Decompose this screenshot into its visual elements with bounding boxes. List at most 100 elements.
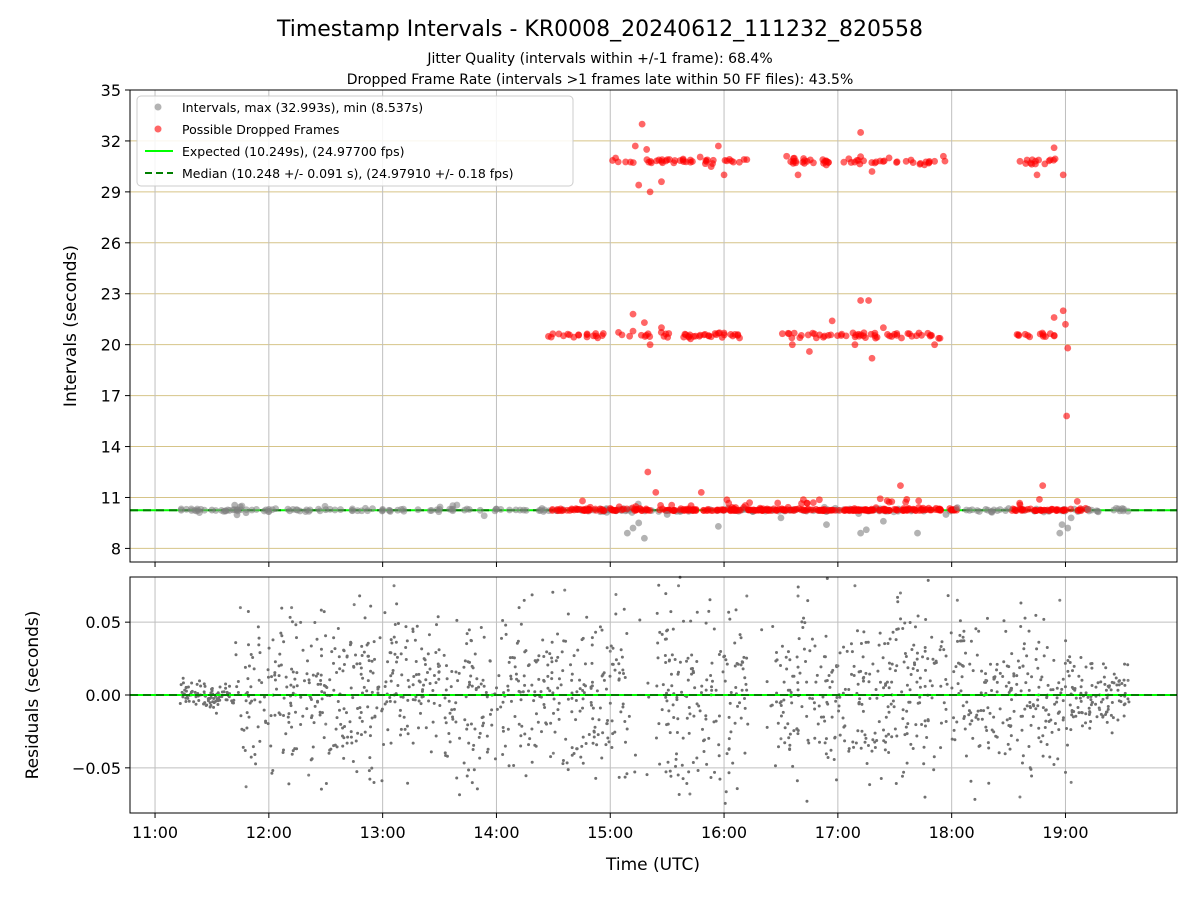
residual-point <box>681 777 685 781</box>
residual-point <box>570 691 574 695</box>
residual-point <box>184 699 188 703</box>
interval-point <box>982 505 990 513</box>
residual-point <box>495 707 499 711</box>
residual-point <box>1088 710 1092 714</box>
residual-point <box>788 658 792 662</box>
residual-point <box>224 682 228 686</box>
residual-point <box>1041 734 1045 738</box>
residual-point <box>545 722 549 726</box>
residual-point <box>1066 658 1070 662</box>
dropped-frame-point <box>789 159 797 167</box>
residual-point <box>782 698 786 702</box>
dropped-frame-point <box>549 330 557 338</box>
dropped-frame-point <box>689 507 697 514</box>
residual-point <box>1034 707 1038 711</box>
residual-point <box>1021 754 1025 758</box>
residual-point <box>861 709 865 713</box>
residual-point <box>905 709 909 713</box>
residual-point <box>729 730 733 734</box>
residual-point <box>359 672 363 676</box>
residual-point <box>522 674 526 678</box>
residual-point <box>411 630 415 634</box>
residual-point <box>1098 708 1102 712</box>
residual-point <box>591 706 595 710</box>
residual-point <box>499 705 503 709</box>
residual-point <box>978 744 982 748</box>
residual-point <box>950 686 954 690</box>
residual-point <box>305 707 309 711</box>
dropped-frame-point <box>1016 505 1024 513</box>
residual-point <box>895 664 899 668</box>
residual-point <box>1099 712 1103 716</box>
dropped-frame-point <box>1016 157 1024 165</box>
residual-point <box>912 661 916 665</box>
intervals-plot-frame <box>129 89 1178 563</box>
residual-point <box>291 670 295 674</box>
residual-point <box>294 636 298 640</box>
residual-point <box>602 678 606 682</box>
residual-point <box>428 682 432 686</box>
residual-point <box>316 682 320 686</box>
residual-point <box>551 691 555 695</box>
residual-point <box>800 705 804 709</box>
residual-point <box>987 746 991 750</box>
residual-point <box>597 718 601 722</box>
residual-point <box>530 760 534 764</box>
residual-point <box>463 718 467 722</box>
residual-point <box>1109 713 1113 717</box>
residual-point <box>841 716 845 720</box>
dropped-frame-point <box>555 330 563 338</box>
residual-point <box>1099 680 1103 684</box>
residual-point <box>339 722 343 726</box>
dropped-frame-point <box>799 506 807 514</box>
residual-point <box>743 706 747 710</box>
residual-point <box>738 701 742 705</box>
residual-point <box>564 737 568 741</box>
interval-point <box>623 529 631 537</box>
residual-point <box>273 660 277 664</box>
residual-point <box>557 677 561 681</box>
residual-point <box>437 677 441 681</box>
residual-point <box>796 688 800 692</box>
residual-point <box>243 749 247 753</box>
residual-point <box>1020 761 1024 765</box>
intervals-y-tick-label: 20 <box>101 336 121 355</box>
residual-point <box>1010 698 1014 702</box>
residual-point <box>727 610 731 614</box>
residual-point <box>887 732 891 736</box>
residual-point <box>960 675 964 679</box>
dropped-frame-point <box>1039 482 1047 489</box>
residual-point <box>477 735 481 739</box>
residual-point <box>1020 714 1024 718</box>
residual-point <box>516 639 520 643</box>
residual-point <box>556 686 560 690</box>
residual-point <box>1069 780 1073 784</box>
residual-point <box>504 623 508 627</box>
dropped-frame-point <box>912 506 919 514</box>
interval-point <box>272 505 280 513</box>
residual-point <box>479 626 483 630</box>
residual-point <box>792 674 796 678</box>
residual-point <box>611 662 615 666</box>
residual-point <box>582 691 586 695</box>
residual-point <box>443 696 447 700</box>
residual-point <box>500 636 504 640</box>
residual-point <box>1045 696 1049 700</box>
interval-point <box>191 506 199 514</box>
residual-point <box>246 677 250 681</box>
residual-point <box>247 664 251 668</box>
residual-point <box>444 721 448 725</box>
residual-point <box>671 703 675 707</box>
residual-point <box>220 690 224 694</box>
residual-point <box>968 722 972 726</box>
residual-point <box>332 688 336 692</box>
dropped-frame-point <box>1060 507 1068 515</box>
dropped-frame-point <box>653 157 661 165</box>
interval-point <box>862 526 870 534</box>
residual-point <box>785 667 789 671</box>
interval-point <box>302 508 310 516</box>
residual-point <box>939 721 943 725</box>
residual-point <box>806 599 810 603</box>
residual-point <box>1122 714 1126 718</box>
residual-point <box>1067 674 1071 678</box>
